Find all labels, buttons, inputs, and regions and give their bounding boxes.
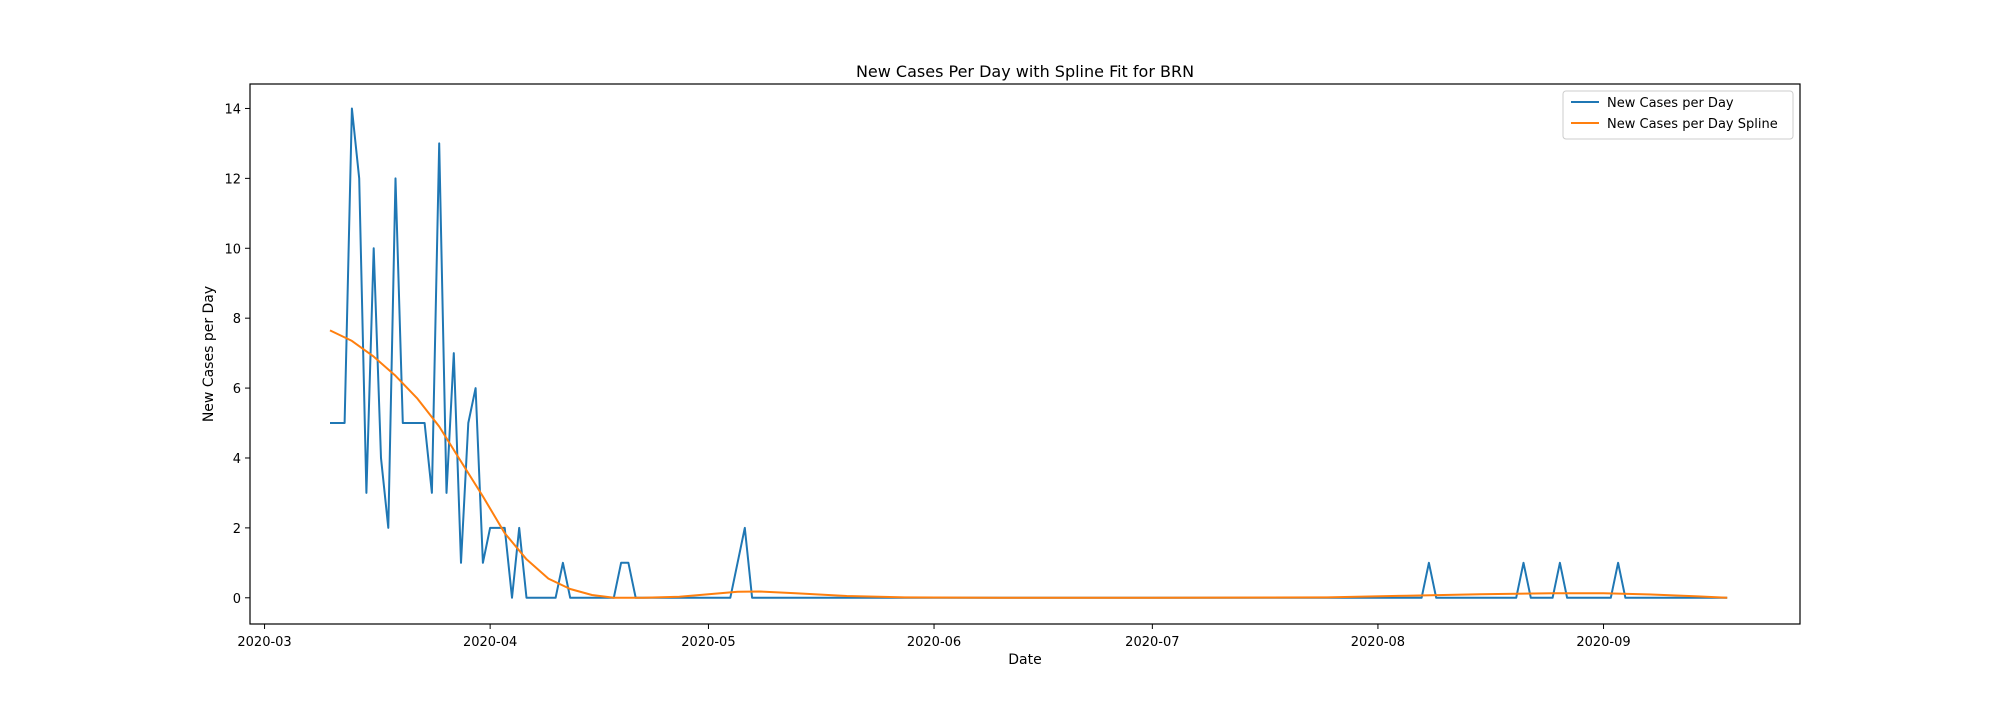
x-tick-label: 2020-03	[237, 635, 291, 650]
x-tick-label: 2020-08	[1351, 635, 1405, 650]
y-axis: 0 2 4 6 8 10 12 14	[224, 102, 250, 607]
y-axis-label: New Cases per Day	[201, 286, 217, 422]
series-layer	[329, 107, 1728, 599]
y-tick-label: 6	[233, 382, 241, 397]
series-line-1	[330, 107, 1728, 599]
y-tick-label: 0	[233, 592, 241, 607]
x-axis-label: Date	[1008, 652, 1041, 668]
y-tick-label: 2	[233, 522, 241, 537]
x-tick-label: 2020-06	[907, 635, 961, 650]
chart-title: New Cases Per Day with Spline Fit for BR…	[856, 62, 1194, 81]
series-line-2	[329, 329, 1728, 599]
legend-box	[1562, 90, 1794, 140]
y-tick-label: 12	[224, 172, 241, 187]
x-axis: 2020-03 2020-04 2020-05 2020-06 2020-07 2020-…	[237, 624, 1631, 650]
x-tick-label: 2020-04	[463, 635, 517, 650]
y-tick-label: 4	[233, 452, 241, 467]
legend-label: New Cases per Day	[1607, 96, 1734, 111]
legend-label: New Cases per Day Spline	[1607, 117, 1778, 132]
legend: New Cases per Day New Cases per Day Splin…	[1562, 90, 1794, 140]
x-tick-label: 2020-09	[1576, 635, 1630, 650]
plot-frame	[249, 83, 1801, 625]
y-tick-label: 8	[233, 312, 241, 327]
x-tick-label: 2020-07	[1125, 635, 1179, 650]
x-tick-label: 2020-05	[681, 635, 735, 650]
y-tick-label: 10	[224, 242, 241, 257]
y-tick-label: 14	[224, 102, 241, 117]
